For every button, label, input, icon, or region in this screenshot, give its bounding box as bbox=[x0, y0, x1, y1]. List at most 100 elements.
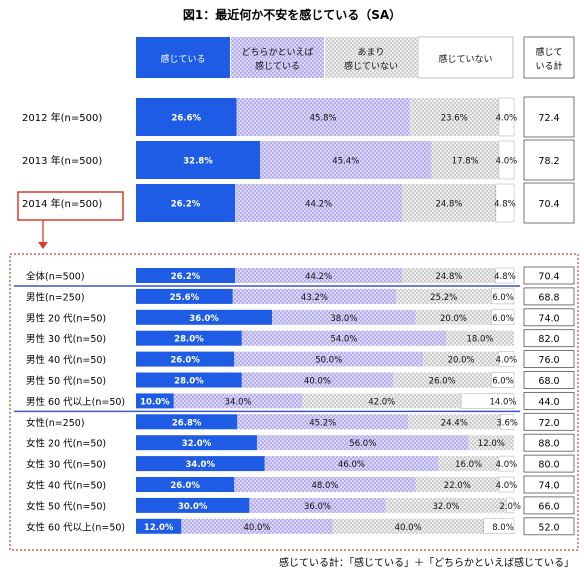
breakdown-row-13: 女性 60 代以上(n=50) 12.0% 40.0% 40.0% 8.0% 52.0 bbox=[26, 517, 575, 536]
breakdown-row-7: 男性 60 代以上(n=50) 10.0% 34.0% 42.0% 14.0% 44.0 bbox=[26, 391, 575, 410]
total-header-label: 感じて bbox=[535, 46, 562, 58]
breakdown-value-label: 45.2% bbox=[309, 418, 336, 428]
breakdown-total-box bbox=[523, 412, 575, 431]
breakdown-value-label: 38.0% bbox=[330, 314, 357, 324]
year-segment-2 bbox=[235, 184, 403, 222]
breakdown-value-label: 4.8% bbox=[494, 272, 516, 282]
year-row-2: 2013 年(n=500) 32.8% 45.4% 17.8% 4.0% 78.2 bbox=[22, 139, 575, 181]
breakdown-total-box bbox=[523, 496, 575, 515]
breakdown-segment-2 bbox=[234, 351, 424, 367]
breakdown-segment-2 bbox=[241, 330, 446, 346]
breakdown-row-label: 全体(n=500) bbox=[26, 271, 85, 283]
year-value-label: 4.0% bbox=[496, 114, 518, 124]
breakdown-row-label: 男性(n=250) bbox=[26, 291, 85, 303]
breakdown-total-box bbox=[523, 329, 575, 348]
breakdown-value-label: 46.0% bbox=[338, 460, 365, 470]
breakdown-total-box bbox=[523, 391, 575, 410]
breakdown-total-value: 70.4 bbox=[538, 272, 559, 283]
demographic-breakdown-group: 全体(n=500) 26.2% 44.2% 24.8% 4.8% 70.4 男性(n=250… bbox=[14, 266, 575, 536]
breakdown-row-label: 男性 20 代(n=50) bbox=[26, 312, 106, 324]
breakdown-segment-2 bbox=[249, 497, 386, 513]
breakdown-segment-3 bbox=[415, 309, 492, 325]
breakdown-value-label: 26.0% bbox=[429, 377, 456, 387]
breakdown-value-label: 24.8% bbox=[435, 272, 462, 282]
year-row-label: 2013 年(n=500) bbox=[22, 154, 102, 167]
breakdown-row-11: 女性 40 代(n=50) 26.0% 48.0% 22.0% 4.0% 74.0 bbox=[26, 475, 575, 494]
breakdown-total-box bbox=[523, 475, 575, 494]
breakdown-value-label: 26.0% bbox=[170, 481, 200, 491]
breakdown-total-value: 80.0 bbox=[538, 460, 559, 471]
breakdown-segment-4 bbox=[500, 414, 515, 430]
breakdown-value-label: 4.0% bbox=[496, 356, 518, 366]
year-row-3: 2014 年(n=500) 26.2% 44.2% 24.8% 4.8% 70.4 bbox=[22, 182, 575, 224]
breakdown-segment-2 bbox=[234, 477, 416, 492]
breakdown-segment-2 bbox=[232, 288, 397, 304]
breakdown-total-box bbox=[523, 266, 575, 285]
legend-label-1: 感じている bbox=[160, 53, 205, 65]
breakdown-row-label: 女性(n=250) bbox=[26, 417, 85, 429]
breakdown-value-label: 32.0% bbox=[182, 439, 212, 449]
year-value-label: 4.8% bbox=[494, 200, 516, 210]
breakdown-segment-4 bbox=[498, 476, 515, 493]
breakdown-segment-1 bbox=[136, 477, 235, 492]
breakdown-total-value: 68.8 bbox=[538, 292, 559, 303]
year-value-label: 24.8% bbox=[435, 200, 462, 210]
breakdown-value-label: 32.0% bbox=[432, 502, 459, 512]
year-value-label: 45.8% bbox=[310, 114, 337, 124]
year-segment-3 bbox=[409, 98, 499, 136]
year-value-label: 32.8% bbox=[183, 157, 213, 167]
breakdown-segment-4 bbox=[491, 372, 515, 388]
year-row-1: 2012 年(n=500) 26.6% 45.8% 23.6% 4.0% 72.4 bbox=[22, 96, 575, 138]
breakdown-segment-2 bbox=[272, 309, 416, 325]
breakdown-value-label: 48.0% bbox=[311, 481, 338, 491]
legend-swatch-2 bbox=[231, 37, 324, 78]
breakdown-total-box bbox=[523, 371, 575, 389]
breakdown-segment-4 bbox=[498, 455, 515, 472]
breakdown-segment-1 bbox=[136, 268, 236, 283]
legend-label-2: どちらかといえば bbox=[241, 47, 313, 58]
year-segment-2 bbox=[236, 98, 410, 136]
year-row-label: 2014 年(n=500) bbox=[22, 197, 102, 210]
year-value-label: 26.6% bbox=[172, 114, 202, 124]
legend-swatch-3 bbox=[325, 37, 417, 78]
legend-label-3: あまり bbox=[357, 47, 384, 58]
breakdown-segment-4 bbox=[491, 309, 515, 326]
breakdown-segment-4 bbox=[460, 393, 515, 409]
legend-label-4: 感じていない bbox=[438, 53, 492, 65]
breakdown-row-label: 男性 40 代(n=50) bbox=[26, 354, 106, 366]
breakdown-row-label: 女性 30 代(n=50) bbox=[26, 459, 106, 471]
year-value-label: 23.6% bbox=[441, 114, 468, 124]
breakdown-segment-1 bbox=[136, 414, 238, 430]
breakdown-dotted-frame bbox=[9, 253, 579, 551]
breakdown-value-label: 10.0% bbox=[140, 397, 170, 407]
year-total-box bbox=[523, 182, 575, 224]
breakdown-row-label: 男性 50 代(n=50) bbox=[26, 375, 106, 387]
breakdown-segment-2 bbox=[237, 414, 409, 430]
breakdown-segment-3 bbox=[468, 435, 514, 451]
year-segment-2 bbox=[259, 141, 432, 179]
breakdown-row-9: 女性 20 代(n=50) 32.0% 56.0% 12.0% 88.0 bbox=[26, 433, 575, 452]
legend-label-2: 感じている bbox=[255, 60, 300, 72]
breakdown-row-10: 女性 30 代(n=50) 34.0% 46.0% 16.0% 4.0% 80.0 bbox=[26, 454, 575, 473]
breakdown-value-label: 43.2% bbox=[301, 293, 328, 303]
breakdown-value-label: 6.0% bbox=[492, 314, 514, 324]
year-value-label: 45.4% bbox=[332, 157, 359, 167]
breakdown-segment-2 bbox=[264, 456, 439, 472]
breakdown-segment-2 bbox=[181, 518, 333, 534]
breakdown-value-label: 26.0% bbox=[170, 356, 200, 366]
breakdown-total-value: 88.0 bbox=[538, 439, 559, 450]
breakdown-segment-2 bbox=[241, 372, 394, 388]
breakdown-segment-1 bbox=[136, 288, 233, 304]
breakdown-segment-2 bbox=[173, 393, 303, 409]
breakdown-row-label: 女性 40 代(n=50) bbox=[26, 480, 106, 492]
year-segment-1 bbox=[136, 184, 236, 222]
breakdown-row-1: 全体(n=500) 26.2% 44.2% 24.8% 4.8% 70.4 bbox=[26, 266, 575, 285]
breakdown-row-6: 男性 50 代(n=50) 28.0% 40.0% 26.0% 6.0% 68.0 bbox=[26, 371, 575, 389]
breakdown-segment-3 bbox=[402, 268, 496, 283]
breakdown-segment-4 bbox=[506, 497, 515, 514]
breakdown-value-label: 26.8% bbox=[172, 418, 202, 428]
breakdown-value-label: 30.0% bbox=[178, 502, 208, 512]
breakdown-value-label: 6.0% bbox=[492, 293, 514, 303]
breakdown-value-label: 20.0% bbox=[440, 314, 467, 324]
